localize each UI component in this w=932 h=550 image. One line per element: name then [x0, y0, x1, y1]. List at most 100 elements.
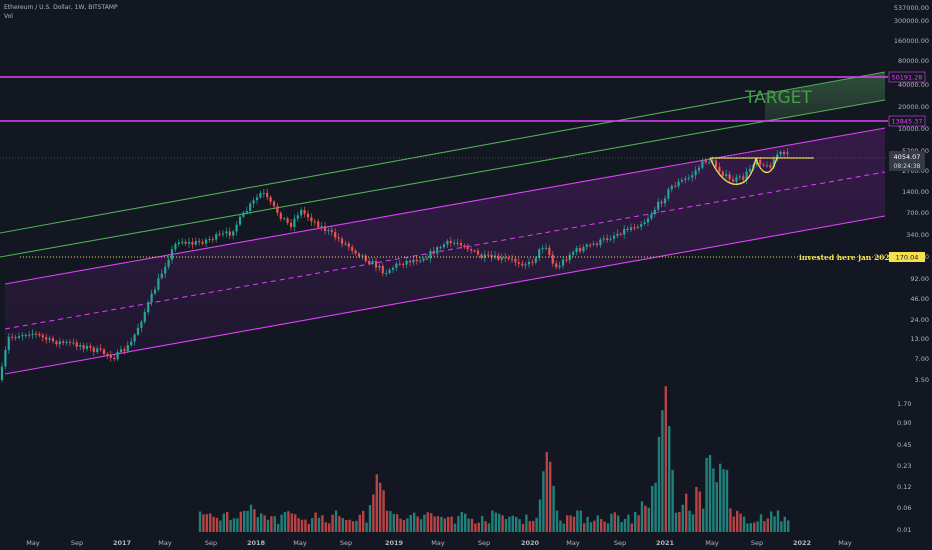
price-tick-label: 40000.00	[898, 81, 929, 89]
candle	[507, 258, 510, 260]
candle	[548, 247, 551, 255]
candle	[500, 257, 503, 260]
volume-bar	[362, 510, 365, 532]
candle	[130, 341, 133, 346]
candle	[361, 255, 364, 257]
volume-bar	[603, 521, 606, 532]
volume-bar	[430, 513, 433, 532]
volume-bar	[457, 516, 460, 532]
candle	[446, 240, 449, 245]
candle	[187, 242, 191, 244]
price-tick-label: 13.00	[910, 335, 929, 343]
time-tick-label: 2021	[656, 539, 675, 547]
candle	[381, 265, 384, 274]
candle	[623, 228, 626, 235]
candle	[643, 222, 646, 225]
volume-label: Vol	[4, 13, 13, 20]
candle	[164, 266, 167, 274]
volume-bar	[202, 514, 205, 532]
volume-bar	[705, 458, 708, 532]
candle	[238, 216, 242, 225]
candle	[255, 197, 259, 201]
volume-bar	[620, 522, 623, 532]
volume-bar	[433, 516, 436, 532]
volume-bar	[324, 522, 327, 532]
time-tick-label: May	[293, 539, 307, 547]
price-axis[interactable]: 537000.00 300000.00 160000.00 80000.00 40000…	[894, 4, 929, 534]
volume-bar	[331, 514, 334, 532]
volume-bar	[406, 518, 409, 532]
candle	[245, 210, 248, 213]
volume-bar	[678, 512, 681, 532]
volume-bar	[736, 510, 739, 532]
candle	[582, 247, 585, 252]
volume-bars	[198, 386, 790, 532]
time-tick-label: Sep	[478, 539, 490, 547]
volume-bar	[610, 513, 613, 532]
candle	[286, 218, 289, 223]
volume-bar	[205, 514, 208, 532]
volume-bar	[542, 471, 545, 532]
green-lower-line	[0, 99, 886, 258]
candle	[347, 243, 350, 247]
candle	[439, 247, 442, 249]
candle	[742, 176, 745, 180]
candle	[412, 259, 415, 263]
candle	[606, 238, 609, 240]
volume-bar	[759, 514, 763, 532]
invested-annotation: invested here jan 2020	[799, 253, 895, 262]
candle	[62, 341, 65, 343]
candle	[640, 224, 643, 227]
candle	[82, 345, 85, 349]
candle	[708, 162, 711, 164]
candle	[721, 171, 724, 177]
candle	[388, 269, 391, 273]
current-price-text: 4054.07	[894, 153, 921, 161]
candle	[680, 179, 684, 182]
candle	[748, 168, 752, 172]
volume-bar	[708, 455, 712, 532]
candle	[691, 175, 694, 178]
volume-bar	[640, 501, 644, 532]
volume-bar	[521, 523, 525, 532]
volume-bar	[413, 512, 416, 532]
volume-bar	[606, 523, 610, 532]
candle	[228, 231, 231, 236]
volume-bar	[311, 518, 314, 532]
volume-bar	[491, 510, 494, 532]
time-tick-label: 2022	[793, 539, 811, 547]
candle	[735, 177, 738, 182]
candle	[344, 243, 347, 245]
volume-bar	[637, 515, 640, 532]
candle	[357, 253, 361, 257]
candle	[568, 254, 571, 261]
volume-bar	[253, 509, 256, 532]
volume-bar	[525, 514, 528, 532]
price-tick-label: 24.00	[910, 316, 929, 324]
candle	[419, 260, 422, 262]
volume-bar	[634, 511, 637, 532]
price-tick-label: 300000.00	[894, 17, 929, 25]
candle	[395, 263, 398, 268]
volume-bar	[294, 514, 297, 532]
time-axis[interactable]: May Sep 2017 May Sep 2018 May Sep 2019 May Sep 2020…	[26, 539, 852, 547]
volume-bar	[229, 520, 232, 532]
candle	[521, 263, 524, 266]
candle	[201, 241, 204, 244]
candle	[106, 354, 109, 356]
candle	[473, 250, 476, 252]
candle	[674, 185, 677, 187]
candle	[470, 249, 473, 251]
volume-bar	[419, 519, 423, 532]
candle	[504, 257, 507, 259]
price-tick-label: 3.50	[915, 376, 929, 384]
candle	[102, 349, 106, 355]
candle	[524, 264, 527, 266]
candle	[476, 250, 480, 255]
current-price-badge: 4054.07 08:24:38	[889, 151, 925, 171]
volume-bar	[382, 490, 385, 532]
candle	[425, 258, 429, 260]
candle	[232, 231, 235, 236]
volume-bar	[763, 521, 766, 532]
